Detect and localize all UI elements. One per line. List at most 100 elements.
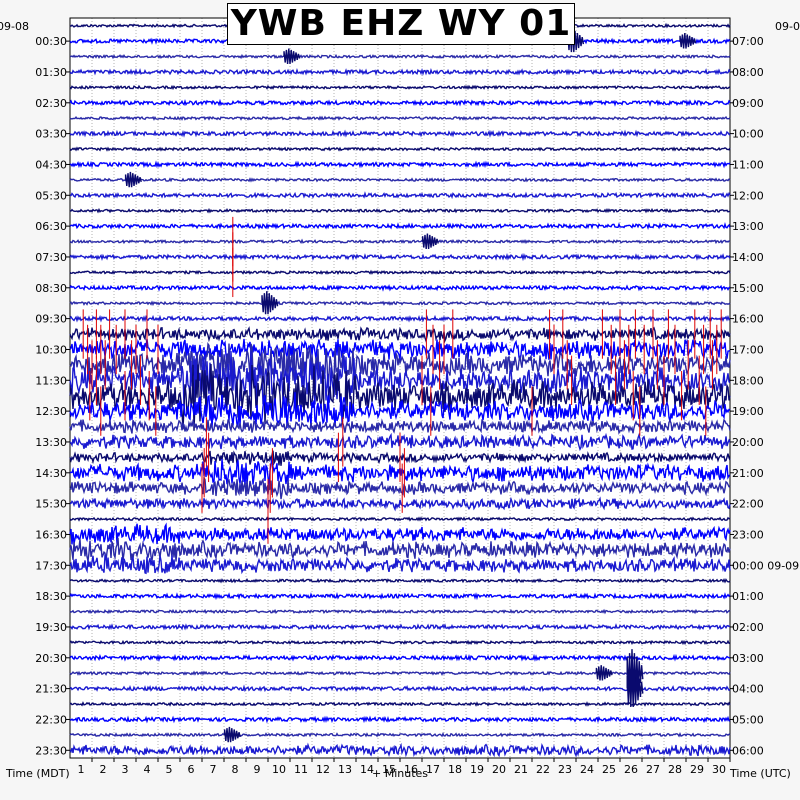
left-tick-label: 13:30 (35, 436, 67, 449)
left-tick-label: 20:30 (35, 652, 67, 665)
trace-line (69, 715, 731, 724)
left-axis-label: Time (MDT) (5, 767, 70, 780)
trace-line (69, 516, 731, 522)
right-tick-label: 10:00 (732, 128, 764, 141)
x-tick-label: 13 (338, 763, 352, 776)
x-tick-label: 17 (426, 763, 440, 776)
event-spike (595, 665, 613, 681)
x-tick-label: 18 (448, 763, 462, 776)
event-spike (283, 48, 301, 64)
left-tick-label: 11:30 (35, 374, 67, 387)
x-tick-label: 23 (558, 763, 572, 776)
clip-marks (82, 216, 722, 544)
left-tick-label: 18:30 (35, 590, 67, 603)
left-axis-ticks: 00:30 01:30 02:30 03:30 04:30 05:30 06:30 07:30… (35, 35, 70, 757)
x-tick-label: 2 (100, 763, 107, 776)
trace-line (69, 731, 731, 738)
trace-line (69, 670, 731, 676)
right-tick-label: 03:00 (732, 652, 764, 665)
x-tick-label: 8 (232, 763, 239, 776)
trace-line (69, 53, 731, 60)
trace-line (69, 591, 731, 601)
trace-line (69, 742, 731, 758)
chart-title: YWB EHZ WY 01 (230, 3, 572, 44)
trace-line (69, 207, 731, 214)
x-tick-label: 4 (144, 763, 151, 776)
trace-line (69, 160, 731, 169)
left-tick-label: 08:30 (35, 282, 67, 295)
trace-line (69, 577, 731, 584)
right-tick-label: 15:00 (732, 282, 764, 295)
x-tick-label: 12 (316, 763, 330, 776)
event-spike (626, 668, 644, 708)
right-tick-label: 19:00 (732, 405, 764, 418)
right-tick-label: 01:00 (732, 590, 764, 603)
trace-line (69, 653, 731, 662)
right-tick-label: 12:00 (732, 189, 764, 202)
trace-line (69, 300, 731, 307)
trace-line (69, 392, 731, 429)
event-spike (261, 291, 279, 315)
left-tick-label: 04:30 (35, 158, 67, 171)
left-tick-label: 12:30 (35, 405, 67, 418)
trace-line (69, 146, 731, 152)
x-tick-label: 30 (712, 763, 726, 776)
x-tick-label: 24 (580, 763, 594, 776)
trace-line (69, 684, 731, 693)
right-tick-label: 09:00 (732, 97, 764, 110)
left-tick-label: 06:30 (35, 220, 67, 233)
x-tick-label: 21 (514, 763, 528, 776)
x-tick-label: 10 (272, 763, 286, 776)
date-right-top: 09-0 (775, 20, 800, 33)
trace-line (69, 496, 731, 512)
x-tick-label: 19 (470, 763, 484, 776)
right-tick-label: 14:00 (732, 251, 764, 264)
trace-line (69, 176, 731, 183)
trace-line (69, 553, 731, 575)
traces (69, 22, 731, 758)
left-tick-label: 07:30 (35, 251, 67, 264)
right-axis-ticks: 07:00 08:00 09:00 10:00 11:00 12:00 13:00 14:00… (730, 35, 799, 757)
right-tick-label: 21:00 (732, 467, 764, 480)
x-tick-label: 26 (624, 763, 638, 776)
trace-line (69, 98, 731, 107)
trace-line (69, 238, 731, 245)
right-tick-label: 20:00 (732, 436, 764, 449)
event-spike (124, 171, 142, 188)
left-tick-label: 03:30 (35, 128, 67, 141)
x-tick-label: 9 (254, 763, 261, 776)
event-spike (679, 33, 697, 49)
x-tick-label: 11 (294, 763, 308, 776)
x-tick-label: 5 (166, 763, 173, 776)
x-tick-label: 14 (360, 763, 374, 776)
left-tick-label: 01:30 (35, 66, 67, 79)
trace-line (69, 115, 731, 121)
right-axis-label: Time (UTC) (729, 767, 791, 780)
trace-line (69, 475, 731, 500)
left-tick-label: 19:30 (35, 621, 67, 634)
event-spike (421, 233, 439, 249)
right-tick-label: 06:00 (732, 744, 764, 757)
trace-line (69, 67, 731, 77)
x-tick-label: 29 (690, 763, 704, 776)
trace-line (69, 418, 731, 435)
trace-line (69, 269, 731, 276)
date-left-top: 09-08 (0, 20, 29, 33)
x-tick-label: 15 (382, 763, 396, 776)
right-tick-label: 00:00 09-09 (732, 559, 799, 572)
left-tick-label: 02:30 (35, 97, 67, 110)
x-tick-label: 20 (492, 763, 506, 776)
x-tick-label: 25 (602, 763, 616, 776)
trace-line (69, 283, 731, 292)
left-tick-label: 22:30 (35, 713, 67, 726)
x-tick-label: 16 (404, 763, 418, 776)
chart-title-box: YWB EHZ WY 01 (227, 3, 575, 45)
trace-line (69, 701, 731, 707)
trace-line (69, 350, 731, 410)
trace-line (69, 252, 731, 262)
x-tick-label: 6 (188, 763, 195, 776)
trace-line (69, 129, 731, 138)
right-tick-label: 05:00 (732, 713, 764, 726)
event-spike (223, 726, 241, 743)
